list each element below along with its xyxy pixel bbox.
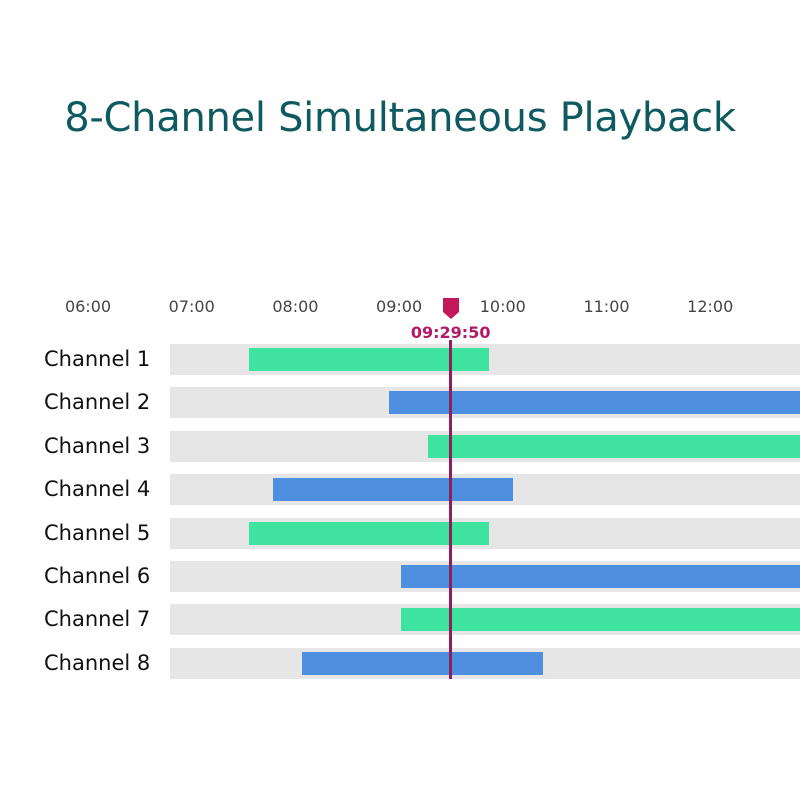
playhead-time: 09:29:50 (410, 323, 491, 342)
x-tick-label: 10:00 (479, 297, 526, 316)
x-tick-label: 11:00 (583, 297, 630, 316)
channel-track[interactable] (170, 647, 800, 679)
recording-bar[interactable] (388, 391, 800, 415)
channel-track[interactable] (170, 517, 800, 549)
recording-bar[interactable] (400, 608, 800, 632)
channel-track[interactable] (170, 561, 800, 592)
x-tick-label: 09:00 (376, 297, 423, 316)
channel-track[interactable] (170, 604, 800, 636)
recording-bar[interactable] (428, 434, 800, 458)
x-tick-label: 08:00 (272, 297, 319, 316)
channel-track[interactable] (170, 344, 800, 375)
playhead-marker-icon[interactable] (442, 298, 459, 319)
channel-label: Channel 6 (44, 564, 151, 588)
recording-bar[interactable] (272, 478, 514, 502)
recording-bar[interactable] (248, 521, 489, 545)
channel-label: Channel 7 (44, 607, 151, 632)
channel-label: Channel 5 (44, 520, 151, 545)
channel-label: Channel 2 (44, 390, 151, 415)
x-tick-label: 07:00 (168, 297, 215, 316)
channel-label: Channel 1 (44, 347, 151, 371)
channel-label: Channel 8 (44, 650, 151, 675)
playhead-line[interactable] (449, 340, 453, 679)
recording-bar[interactable] (302, 651, 543, 675)
x-tick-label: 12:00 (687, 297, 734, 316)
channel-track[interactable] (170, 387, 800, 419)
channel-label: Channel 4 (44, 477, 151, 502)
recording-bar[interactable] (400, 565, 800, 588)
channel-label: Channel 3 (44, 433, 151, 458)
x-tick-label: 06:00 (64, 297, 112, 316)
recording-bar[interactable] (248, 348, 489, 371)
channel-track[interactable] (170, 474, 800, 506)
channel-track[interactable] (170, 430, 800, 462)
chart-title: 8-Channel Simultaneous Playback (64, 95, 736, 141)
